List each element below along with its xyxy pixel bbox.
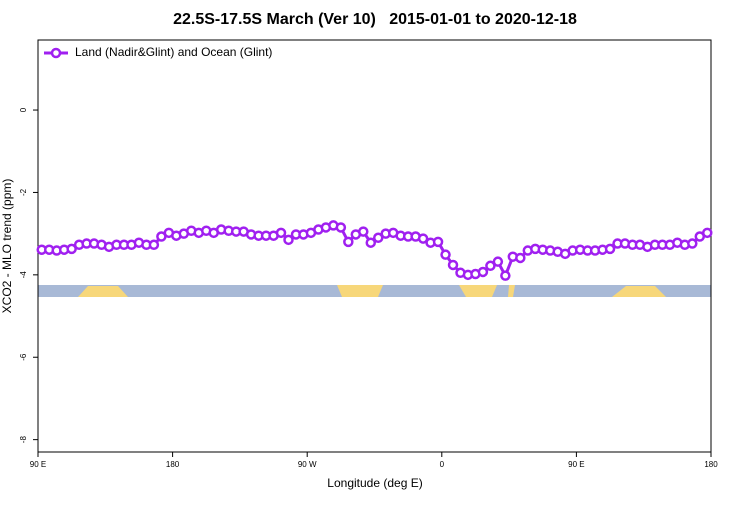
land-patch <box>508 285 515 297</box>
data-point <box>343 236 354 248</box>
data-point <box>283 234 294 246</box>
y-axis-label: XCO2 - MLO trend (ppm) <box>0 179 14 314</box>
x-tick-label: 90 E <box>568 460 584 469</box>
data-point <box>447 259 459 271</box>
y-tick-label: -8 <box>19 436 28 444</box>
land-patch <box>612 286 666 297</box>
data-point <box>485 260 496 272</box>
land-patch <box>459 285 497 297</box>
data-point <box>492 256 504 267</box>
legend-label: Land (Nadir&Glint) and Ocean (Glint) <box>75 45 272 59</box>
y-tick-label: 0 <box>19 107 28 112</box>
y-tick-label: -2 <box>19 188 28 196</box>
x-tick-label: 180 <box>166 460 180 469</box>
x-axis-label: Longitude (deg E) <box>327 476 422 490</box>
data-point <box>372 232 384 244</box>
y-tick-label: -6 <box>19 353 28 361</box>
y-tick-label: -4 <box>19 271 28 279</box>
data-point <box>275 227 287 239</box>
data-point <box>66 243 77 255</box>
data-point <box>335 222 347 233</box>
chart-title: 22.5S-17.5S March (Ver 10) 2015-01-01 to… <box>173 11 577 28</box>
data-point <box>477 266 489 278</box>
x-tick-label: 180 <box>704 460 718 469</box>
data-point <box>687 238 698 249</box>
land-patch <box>78 286 128 297</box>
data-point <box>515 252 526 264</box>
legend-marker <box>50 47 62 59</box>
data-point <box>604 243 616 255</box>
data-point <box>358 226 369 237</box>
data-point <box>440 249 451 260</box>
plot-frame <box>37 39 712 453</box>
data-point <box>702 227 713 239</box>
x-tick-label: 90 E <box>30 460 46 469</box>
data-point <box>432 236 444 248</box>
data-point <box>417 233 429 244</box>
data-point <box>148 239 160 251</box>
data-point <box>500 270 511 281</box>
surface-strip <box>38 285 711 297</box>
x-tick-label: 0 <box>440 460 445 469</box>
data-point <box>365 237 377 248</box>
x-tick-label: 90 W <box>298 460 317 469</box>
land-patch <box>337 285 383 297</box>
